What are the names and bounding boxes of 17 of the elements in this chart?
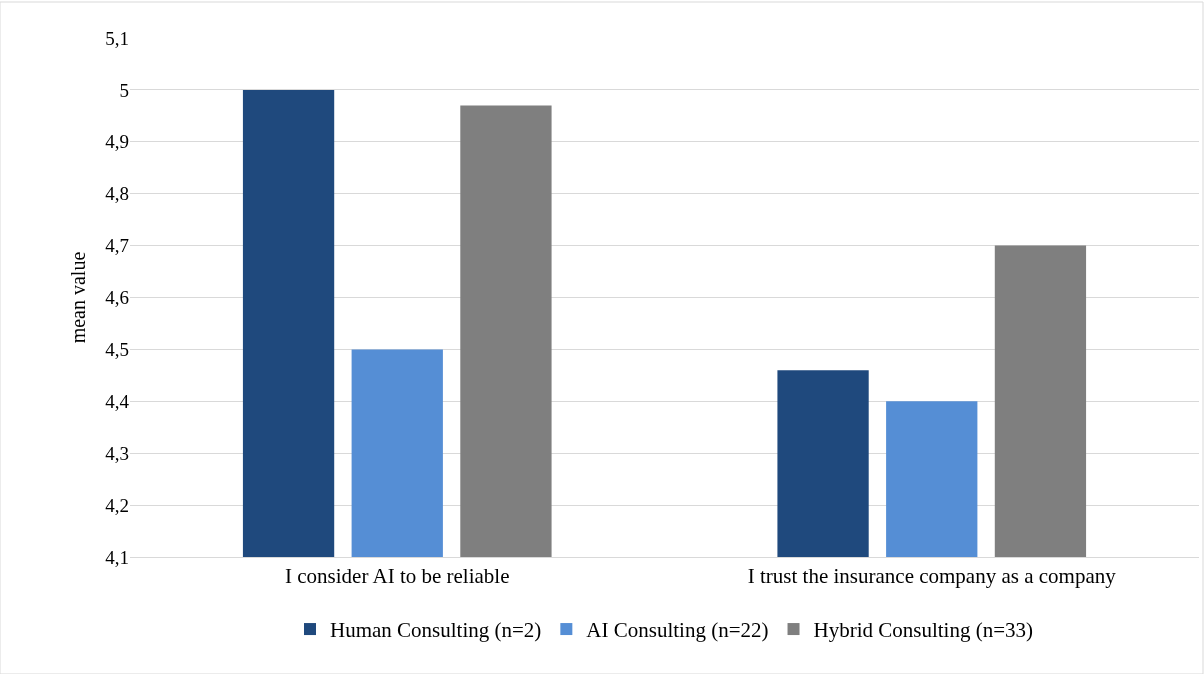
y-tick-label: 5 bbox=[119, 79, 129, 101]
y-tick-label: 4,9 bbox=[105, 131, 129, 153]
y-tick-label: 4,8 bbox=[105, 183, 129, 205]
y-tick-label: 4,4 bbox=[105, 390, 130, 412]
legend-label: Human Consulting (n=2) bbox=[330, 618, 542, 643]
y-tick-label: 4,3 bbox=[105, 442, 129, 464]
y-tick-label: 4,7 bbox=[105, 235, 129, 257]
y-tick-label: 5,1 bbox=[105, 27, 129, 49]
y-tick-label: 4,2 bbox=[105, 494, 129, 516]
y-tick-label: 4,6 bbox=[105, 287, 129, 309]
x-tick-label: I consider AI to be reliable bbox=[285, 564, 510, 589]
y-tick-label: 4,1 bbox=[105, 546, 129, 568]
y-axis-title: mean value bbox=[66, 251, 89, 344]
legend-label: AI Consulting (n=22) bbox=[586, 618, 769, 643]
y-tick-label: 4,5 bbox=[105, 339, 129, 361]
legend-label: Hybrid Consulting (n=33) bbox=[813, 618, 1034, 643]
x-tick-label: I trust the insurance company as a company bbox=[747, 564, 1117, 589]
